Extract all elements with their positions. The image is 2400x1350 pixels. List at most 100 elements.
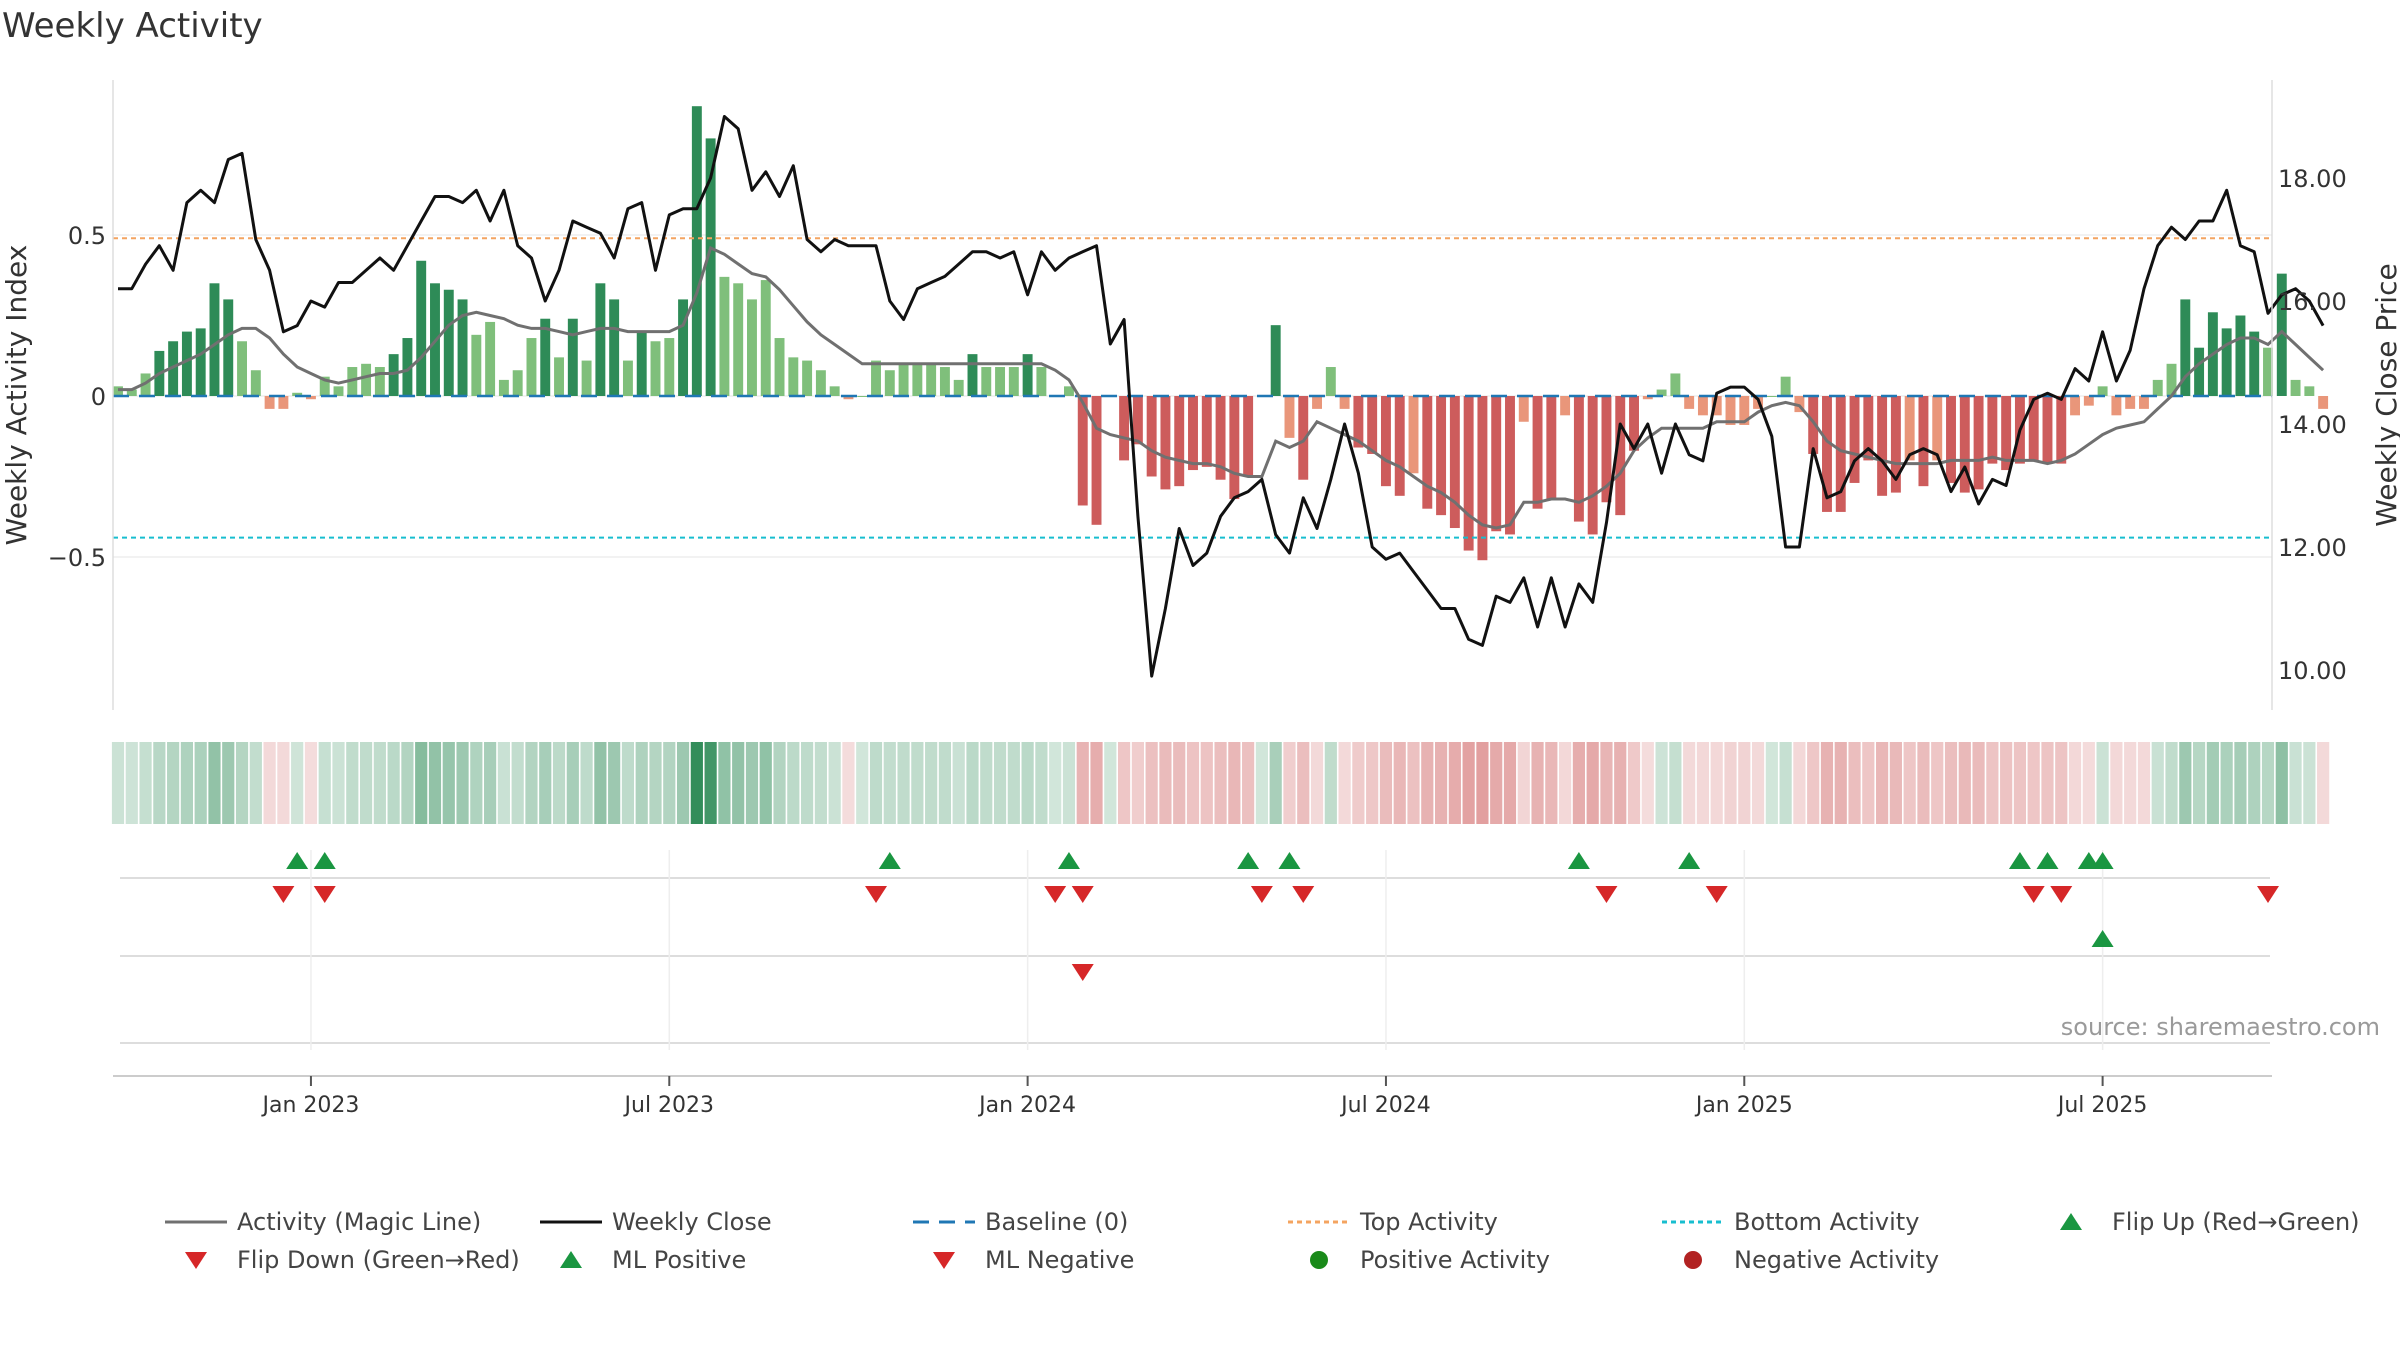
activity-bar xyxy=(526,338,537,396)
activity-bar xyxy=(760,280,771,396)
heat-cell xyxy=(2192,742,2206,824)
heat-cell xyxy=(2068,742,2082,824)
activity-bars xyxy=(113,106,2329,561)
heat-cell xyxy=(180,742,194,824)
activity-bar xyxy=(2166,363,2177,396)
y-left-axis-title: Weekly Activity Index xyxy=(0,245,33,546)
heat-cell xyxy=(2124,742,2137,824)
flip-down-marker xyxy=(2050,886,2073,903)
activity-bar xyxy=(1119,396,1130,461)
heat-cell xyxy=(332,742,345,824)
heat-cell xyxy=(745,742,759,824)
activity-bar xyxy=(567,318,578,396)
activity-bar xyxy=(1298,396,1309,480)
heat-cell xyxy=(552,742,566,824)
axes: 0.5 0 −0.5 18.00 16.00 14.00 12.00 10.00 Weekly … xyxy=(0,80,2400,710)
heat-cell xyxy=(456,742,469,824)
heat-cell xyxy=(1765,742,1778,824)
activity-bar xyxy=(912,363,923,396)
flip-down-marker xyxy=(865,886,888,903)
heat-cell xyxy=(787,742,800,824)
heat-cell xyxy=(304,742,318,824)
legend-item-flip-up: Flip Up (Red→Green) xyxy=(2040,1208,2360,1236)
flip-up-marker xyxy=(1567,852,1590,869)
activity-bar xyxy=(1808,396,1819,454)
heat-cell xyxy=(442,742,455,824)
activity-bar xyxy=(953,379,964,396)
flip-up-marker xyxy=(2036,852,2059,869)
activity-bar xyxy=(884,370,895,396)
activity-bar xyxy=(774,338,785,396)
activity-bar xyxy=(1312,396,1322,409)
heat-cell xyxy=(1793,742,1806,824)
activity-bar xyxy=(1904,396,1915,461)
heat-cell xyxy=(484,742,497,824)
heat-cell xyxy=(980,742,993,824)
heat-cell xyxy=(566,742,579,824)
activity-bar xyxy=(1656,389,1667,396)
activity-bar xyxy=(2249,331,2260,396)
activity-bar xyxy=(1091,396,1102,525)
activity-bar xyxy=(1532,396,1543,509)
heat-cell xyxy=(2275,742,2288,824)
heat-cell xyxy=(1958,742,1971,824)
heat-cell xyxy=(1751,742,1765,824)
legend-item-ml-negative: ML Negative xyxy=(913,1246,1134,1274)
heat-cell xyxy=(869,742,883,824)
heat-cell xyxy=(842,742,855,824)
activity-bar xyxy=(926,363,937,396)
heat-cell xyxy=(511,742,524,824)
activity-bar xyxy=(2028,396,2039,461)
y-right-tick-label: 14.00 xyxy=(2278,411,2347,439)
activity-bar xyxy=(2001,396,2012,471)
flip-down-marker xyxy=(1705,886,1728,903)
legend-label: Top Activity xyxy=(1360,1208,1498,1236)
heat-cell xyxy=(1076,742,1089,824)
heat-cell xyxy=(1862,742,1875,824)
reference-lines xyxy=(113,237,2272,539)
activity-bar xyxy=(1463,396,1474,551)
flip-down-marker xyxy=(1292,886,1315,903)
activity-bar xyxy=(1270,325,1281,396)
heat-cell xyxy=(2000,742,2013,824)
activity-bar xyxy=(1008,367,1019,396)
heat-cell xyxy=(2096,742,2109,824)
heat-cell xyxy=(1242,742,1255,824)
heat-cell xyxy=(1090,742,1103,824)
heat-cell xyxy=(1049,742,1062,824)
weekly-close-line xyxy=(118,115,2325,678)
heat-cell xyxy=(194,742,207,824)
activity-bar xyxy=(1380,396,1391,487)
heat-cell xyxy=(2165,742,2178,824)
x-tick-label: Jan 2023 xyxy=(260,1093,359,1118)
activity-bar xyxy=(2263,347,2273,396)
heat-cell xyxy=(828,742,841,824)
activity-bar xyxy=(1422,396,1433,509)
flip-down-marker xyxy=(1071,886,1094,903)
y-left-tick-label: 0.5 xyxy=(68,222,106,250)
magic-line xyxy=(118,245,2325,530)
activity-bar xyxy=(540,318,551,396)
heat-cell xyxy=(1876,742,1889,824)
activity-bar xyxy=(747,299,757,396)
heat-cell xyxy=(1972,742,1985,824)
x-tick-label: Jan 2025 xyxy=(1694,1093,1793,1118)
heat-cell xyxy=(608,742,621,824)
activity-bar xyxy=(1863,396,1874,461)
activity-bar xyxy=(802,360,813,396)
heat-cell xyxy=(897,742,910,824)
activity-bar xyxy=(195,328,206,396)
weekly-close-swatch xyxy=(540,1212,602,1232)
heat-cell xyxy=(1917,742,1930,824)
heat-cell xyxy=(1159,742,1172,824)
heat-cell xyxy=(1186,742,1200,824)
heat-cell xyxy=(428,742,442,824)
heat-cell xyxy=(938,742,952,824)
legend-label: ML Positive xyxy=(612,1246,747,1274)
activity-bar xyxy=(1877,396,1888,496)
heat-cell xyxy=(470,742,483,824)
heat-cell xyxy=(2289,742,2302,824)
activity-bar xyxy=(347,367,358,396)
activity-bar xyxy=(1587,396,1598,535)
heat-cell xyxy=(1614,742,1627,824)
